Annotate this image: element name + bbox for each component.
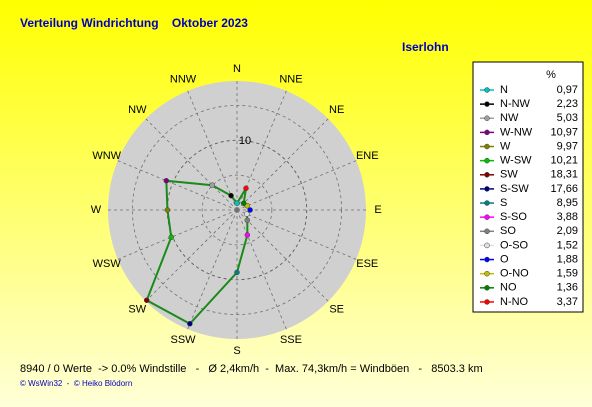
legend-value: 2,23 (557, 98, 578, 110)
legend-value: 8,95 (557, 197, 578, 209)
direction-label: N (233, 63, 241, 75)
legend-value: 10,97 (550, 126, 578, 138)
legend-label: O-SO (500, 239, 529, 251)
direction-label: ESE (356, 258, 378, 270)
legend-value: 2,09 (557, 225, 578, 237)
legend-value: 17,66 (550, 183, 578, 195)
data-point (234, 200, 240, 206)
legend-value: 3,88 (557, 211, 578, 223)
legend-value: 9,97 (557, 140, 578, 152)
data-point (234, 269, 240, 276)
legend-marker (484, 285, 490, 291)
legend-marker (484, 101, 490, 107)
footer: 8940 / 0 Werte -> 0.0% Windstille - Ø 2,… (20, 363, 483, 375)
direction-label: NE (329, 104, 344, 116)
direction-label: WSW (93, 258, 122, 270)
credit: © WsWin32 - © Heiko Blödorn (20, 379, 132, 388)
legend-label: N (500, 84, 508, 96)
direction-label: W (91, 204, 102, 216)
legend-label: N-NW (500, 98, 531, 110)
direction-label: NW (128, 104, 147, 116)
legend-marker (484, 143, 490, 150)
direction-label: S (233, 345, 240, 357)
direction-label: NNE (279, 74, 302, 86)
direction-label: NNW (170, 74, 197, 86)
legend-label: W-NW (500, 126, 533, 138)
legend-value: 1,88 (557, 253, 578, 265)
data-point (228, 192, 234, 199)
legend-label: NW (500, 112, 519, 124)
data-point (247, 207, 253, 213)
data-point (240, 200, 247, 207)
direction-label: SE (329, 304, 344, 316)
legend-label: W (500, 140, 511, 152)
legend-label: SO (500, 225, 516, 237)
data-point (143, 297, 150, 304)
legend-marker (484, 228, 490, 235)
direction-label: SSW (171, 334, 197, 346)
r-tick-label: 10 (239, 135, 251, 147)
legend-marker (484, 129, 490, 136)
legend-label: N-NO (500, 296, 529, 308)
ring (132, 105, 342, 315)
data-point (209, 182, 215, 188)
direction-label: E (374, 204, 381, 216)
legend-marker (484, 157, 490, 164)
data-point (164, 207, 171, 213)
data-point (243, 185, 249, 192)
legend-marker (484, 172, 490, 178)
legend-marker (484, 256, 490, 263)
legend-marker (484, 115, 490, 122)
chart-title: Verteilung Windrichtung Oktober 2023 (20, 16, 248, 30)
data-point (168, 234, 174, 240)
legend-label: O-NO (500, 268, 529, 280)
legend-value: 18,31 (550, 169, 578, 181)
data-point (187, 321, 193, 327)
data-point (244, 211, 250, 217)
legend-value: 0,97 (557, 84, 578, 96)
legend-marker (484, 186, 490, 192)
legend-label: O (500, 253, 509, 265)
legend-value: 1,59 (557, 268, 578, 280)
legend-value: 1,36 (557, 282, 578, 294)
data-point (244, 217, 251, 224)
legend-unit: % (546, 69, 556, 81)
legend-marker (484, 200, 490, 206)
legend-marker (484, 270, 490, 277)
direction-label: WNW (92, 150, 121, 162)
legend-label: S-SO (500, 211, 527, 223)
legend-label: NO (500, 282, 517, 294)
legend-marker (484, 299, 490, 305)
legend-value: 3,37 (557, 296, 578, 308)
legend-marker (484, 214, 490, 220)
legend-value: 10,21 (550, 155, 578, 167)
legend-value: 5,03 (557, 112, 578, 124)
direction-label: ENE (356, 150, 379, 162)
direction-label: SW (128, 304, 146, 316)
legend-marker (484, 87, 490, 93)
direction-label: SSE (280, 334, 302, 346)
legend-label: S-SW (500, 183, 529, 195)
legend-label: SW (500, 169, 518, 181)
legend-label: S (500, 197, 507, 209)
data-point (244, 232, 251, 238)
chart-subtitle: Iserlohn (402, 40, 449, 54)
legend-marker (484, 242, 490, 249)
data-point (163, 177, 170, 184)
legend-value: 1,52 (557, 239, 578, 251)
ring (201, 174, 273, 246)
legend-label: W-SW (500, 155, 532, 167)
